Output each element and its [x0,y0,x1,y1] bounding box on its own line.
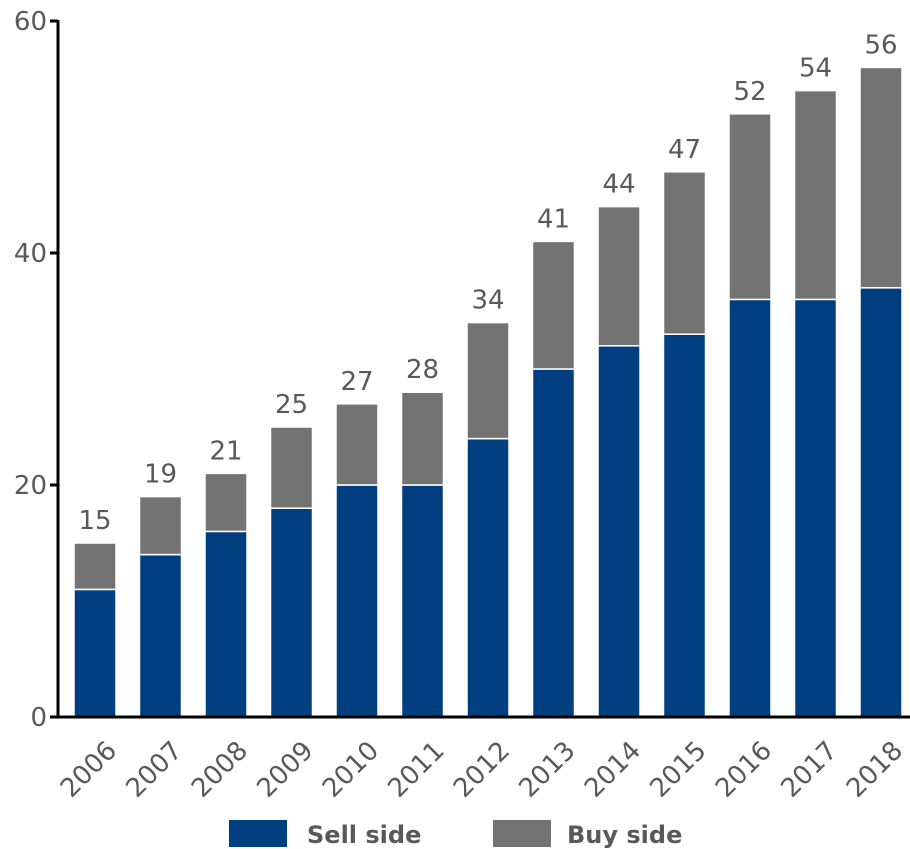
bar-buy-side-2007 [138,495,183,556]
x-tick-label-2016: 2016 [710,736,778,804]
x-tick-label-2007: 2007 [120,736,188,804]
x-tick-label-2012: 2012 [448,736,516,804]
bar-buy-side-2013 [531,240,576,370]
legend-swatch-buy-side [493,820,551,847]
x-tick-label-2014: 2014 [579,736,647,804]
bar-buy-side-2016 [728,113,772,301]
x-tick-label-2018: 2018 [841,736,909,804]
total-label-2007: 19 [144,460,177,490]
bar-buy-side-2012 [466,321,510,440]
total-label-2012: 34 [471,286,504,316]
bar-buy-side-2010 [335,403,379,486]
bar-sell-side-2008 [204,530,248,718]
x-tick-label-2006: 2006 [55,736,123,804]
y-tick-label-0: 0 [30,703,47,733]
bar-sell-side-2015 [662,333,707,718]
bar-sell-side-2010 [335,484,379,718]
legend-swatch-sell-side [229,820,287,847]
bar-sell-side-2017 [793,298,838,718]
bar-buy-side-2015 [662,171,707,335]
total-label-2011: 28 [406,355,439,385]
bar-sell-side-2006 [73,588,117,718]
total-label-2015: 47 [668,135,701,165]
legend: Sell side Buy side [229,820,682,849]
bar-buy-side-2008 [204,472,248,533]
bar-buy-side-2006 [73,542,117,591]
bar-sell-side-2013 [531,368,576,718]
bar-sell-side-2018 [859,287,903,718]
bar-buy-side-2018 [859,66,903,289]
bar-sell-side-2016 [728,298,772,718]
x-tick-label-2011: 2011 [382,736,450,804]
legend-label-buy-side: Buy side [567,821,682,849]
bar-sell-side-2014 [597,345,641,718]
x-tick-label-2010: 2010 [317,736,385,804]
bar-buy-side-2017 [793,89,838,301]
y-tick-label-20: 20 [14,471,47,501]
y-ticks-group: 0 20 40 60 [14,7,58,733]
bar-buy-side-2009 [269,426,314,509]
bars-group [73,66,903,718]
total-labels-group: 15 19 21 25 27 28 34 41 44 47 52 54 56 [78,30,897,536]
legend-label-sell-side: Sell side [307,821,421,849]
x-tick-label-2008: 2008 [186,736,254,804]
y-tick-label-40: 40 [14,239,47,269]
bar-sell-side-2011 [400,484,445,718]
x-tick-label-2017: 2017 [775,736,843,804]
total-label-2006: 15 [78,506,111,536]
total-label-2016: 52 [733,77,766,107]
total-label-2009: 25 [275,390,308,420]
x-tick-label-2013: 2013 [513,736,581,804]
x-tick-label-2015: 2015 [644,736,712,804]
bar-sell-side-2009 [269,507,314,718]
x-tick-label-2009: 2009 [251,736,319,804]
y-tick-label-60: 60 [14,7,47,37]
total-label-2017: 54 [799,54,832,84]
bar-buy-side-2011 [400,391,445,486]
bar-sell-side-2007 [138,553,183,718]
total-label-2018: 56 [864,30,897,60]
total-label-2008: 21 [209,436,242,466]
bar-sell-side-2012 [466,437,510,718]
total-label-2013: 41 [537,204,570,234]
total-label-2014: 44 [602,170,635,200]
total-label-2010: 27 [340,367,373,397]
x-ticks-group: 2006200720082009201020112012201320142015… [55,736,909,804]
bar-buy-side-2014 [597,205,641,347]
